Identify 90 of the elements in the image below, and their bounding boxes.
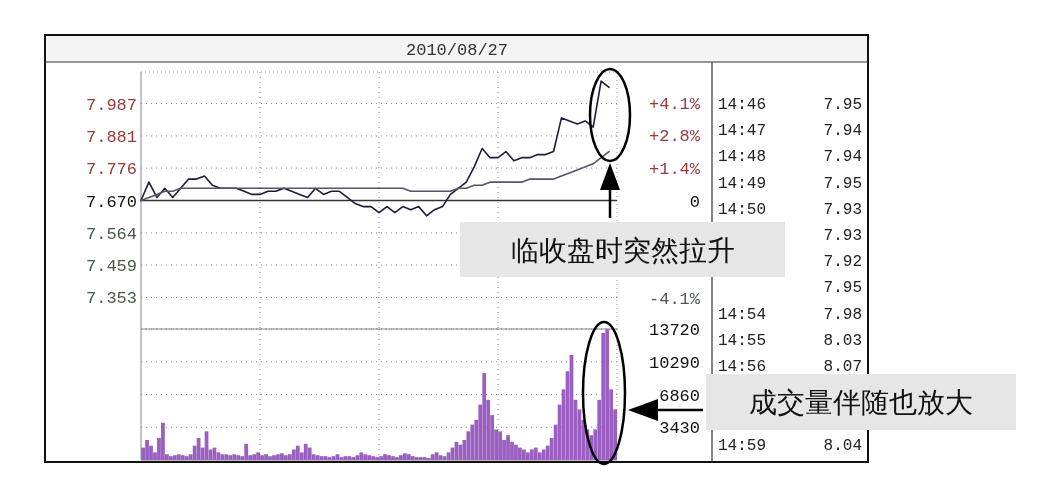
bar [605, 329, 610, 460]
bar [168, 456, 173, 460]
bar [355, 455, 360, 460]
y2-tick-label: +2.8% [648, 127, 701, 147]
text: 7.95 [823, 279, 862, 298]
bar [541, 449, 546, 460]
bar [303, 443, 308, 460]
y2-tick-label: +4.1% [648, 95, 701, 115]
bar [256, 452, 260, 460]
bar [196, 438, 201, 460]
bar [295, 445, 300, 460]
bar [371, 456, 376, 460]
text: 14:47 7.94 [717, 122, 862, 141]
y-tick-label: 7.564 [85, 224, 137, 244]
y-tick-label: 10290 [648, 353, 700, 373]
y-tick-label: 7.776 [85, 160, 137, 180]
bar [375, 457, 379, 460]
bar [184, 456, 189, 460]
bar [367, 455, 372, 460]
text: 14:48 7.94 [717, 148, 862, 167]
bar [498, 431, 502, 460]
line-series [140, 80, 610, 217]
bar [518, 447, 522, 460]
text: 7.92 [823, 253, 862, 272]
bar [172, 455, 177, 460]
text: 14:56 8.07 [717, 358, 862, 376]
bar [482, 373, 487, 460]
text: 14:55 8.03 [717, 331, 862, 350]
y-tick-label: 3430 [659, 419, 700, 439]
bar [307, 447, 312, 460]
bar [414, 457, 419, 460]
bar [291, 449, 296, 460]
bar [395, 457, 399, 460]
bar [525, 452, 530, 460]
bar [236, 455, 241, 460]
y2-tick-label: 0 [689, 192, 700, 212]
bar [403, 453, 407, 460]
bar [180, 455, 185, 460]
bar [351, 457, 356, 460]
y-tick-label: 7.987 [85, 95, 137, 115]
bar [268, 456, 272, 460]
y2-tick-label: +1.4% [648, 159, 701, 179]
y-tick-label: 7.459 [85, 257, 137, 277]
bar [399, 455, 403, 460]
bar [533, 447, 538, 460]
bar [145, 439, 149, 460]
chart-title: 2010/08/27 [405, 41, 509, 60]
bar [434, 452, 439, 460]
bar [347, 456, 352, 460]
bar [537, 452, 542, 460]
bar [363, 454, 368, 460]
y-tick-label: 7.353 [85, 289, 137, 309]
text: 14:46 7.95 [717, 96, 862, 114]
bar [422, 457, 427, 460]
bar [252, 454, 257, 460]
bar [430, 454, 435, 460]
text: 14:54 7.98 [717, 305, 862, 324]
text: 14:59 8.04 [717, 436, 862, 455]
bar [391, 456, 395, 460]
text: 14:49 7.95 [717, 174, 862, 193]
bar [470, 424, 475, 460]
bar [260, 455, 264, 460]
bar [176, 454, 181, 460]
bar [406, 454, 411, 460]
y-tick-label: 7.881 [85, 127, 137, 147]
bar [418, 457, 423, 460]
line-series [140, 150, 610, 202]
bar [280, 453, 284, 460]
bar [315, 455, 320, 460]
bar [276, 454, 280, 460]
bar [228, 455, 233, 460]
text: 7.93 [823, 227, 862, 245]
bar [232, 454, 237, 460]
text: 14:50 7.93 [717, 200, 862, 219]
text: 成交量伴随也放大 [749, 386, 973, 419]
y-tick-label: 6860 [659, 386, 700, 406]
bar [244, 443, 249, 460]
bar [284, 455, 288, 460]
y2-tick-label: -4.1% [648, 289, 701, 309]
bar [410, 456, 415, 460]
y-tick-label: 7.670 [85, 192, 137, 212]
bar [529, 449, 534, 460]
y-tick-label: 13720 [648, 321, 700, 340]
bar [601, 333, 606, 460]
bar [379, 456, 383, 460]
bar [514, 444, 518, 460]
bar [522, 449, 526, 460]
bar [359, 452, 364, 460]
bar [161, 422, 165, 460]
annotation: 临收盘时突然拉升 [510, 233, 735, 267]
